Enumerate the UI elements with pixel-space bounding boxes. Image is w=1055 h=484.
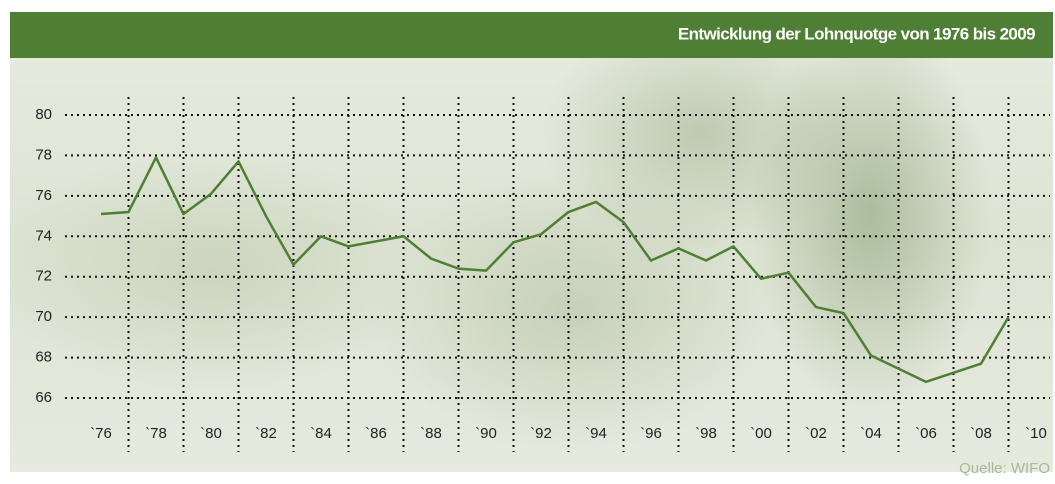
x-tick-label: `04 [860,425,882,442]
x-tick-label: `98 [695,425,717,442]
x-tick-label: `02 [805,425,827,442]
x-tick-label: `88 [420,425,442,442]
x-tick-label: `78 [145,425,167,442]
y-tick-label: 72 [35,268,52,285]
x-tick-label: `08 [970,425,992,442]
x-tick-label: `00 [750,425,772,442]
y-tick-label: 76 [35,187,52,204]
source: Quelle: WIFO [959,460,1050,477]
y-tick-label: 68 [35,349,52,366]
y-tick-label: 70 [35,308,52,325]
x-tick-label: `94 [585,425,607,442]
header-bar [10,12,1053,58]
y-tick-label: 80 [35,106,52,123]
x-tick-label: `10 [1025,425,1047,442]
chart-title: Entwicklung der Lohnquotge von 1976 bis … [678,24,1035,43]
x-tick-label: `82 [255,425,277,442]
x-tick-label: `76 [90,425,112,442]
x-tick-label: `92 [530,425,552,442]
x-tick-label: `06 [915,425,937,442]
x-tick-label: `80 [200,425,222,442]
x-tick-label: `96 [640,425,662,442]
x-tick-label: `84 [310,425,332,442]
y-tick-label: 78 [35,146,52,163]
y-tick-label: 74 [35,227,52,244]
x-tick-label: `86 [365,425,387,442]
x-tick-label: `90 [475,425,497,442]
data-line [100,156,1010,384]
y-tick-label: 66 [35,389,52,406]
